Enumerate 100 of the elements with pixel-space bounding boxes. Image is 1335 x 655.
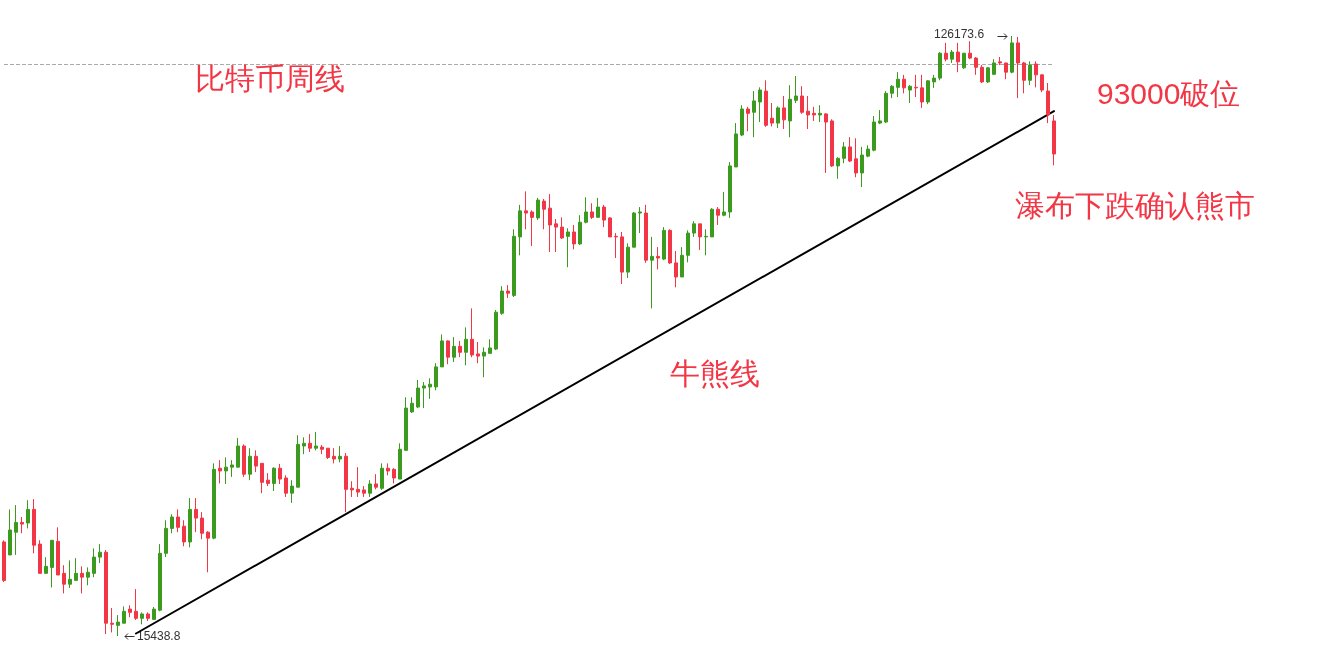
candlestick <box>986 66 990 84</box>
candlestick <box>422 381 426 409</box>
candlestick <box>14 504 18 556</box>
candlestick <box>932 74 936 89</box>
candlestick <box>1040 73 1044 93</box>
candlestick <box>998 56 1002 66</box>
candlestick <box>530 209 534 247</box>
candlestick <box>128 604 132 618</box>
candlestick <box>164 519 168 558</box>
candlestick <box>674 250 678 288</box>
candlestick <box>788 84 792 138</box>
candlestick <box>608 216 612 238</box>
candlestick <box>542 198 546 230</box>
candlestick <box>302 436 306 455</box>
candlestick <box>98 543 102 564</box>
candlestick <box>50 539 54 588</box>
candlestick <box>332 447 336 464</box>
candlestick <box>212 462 216 540</box>
annotation: 126173.6 <box>934 27 985 41</box>
candlestick <box>524 190 528 230</box>
candlestick <box>518 204 522 256</box>
candlestick <box>2 539 6 583</box>
candlestick <box>80 565 84 594</box>
candlestick <box>62 564 66 594</box>
candlestick <box>668 228 672 265</box>
candlestick <box>176 508 180 533</box>
candlestick <box>836 156 840 180</box>
candlestick <box>230 459 234 478</box>
candlestick <box>692 220 696 238</box>
candlestick <box>110 607 114 633</box>
candlestick <box>1046 82 1050 124</box>
candlestick <box>992 58 996 76</box>
candlestick <box>722 191 726 217</box>
candlestick <box>158 543 162 612</box>
candlestick <box>182 519 186 547</box>
candlestick <box>914 74 918 98</box>
candlestick <box>632 211 636 248</box>
candlestick <box>944 42 948 62</box>
candlestick <box>362 485 366 498</box>
candlestick <box>104 549 108 635</box>
candlestick <box>380 462 384 491</box>
candlestick <box>44 556 48 574</box>
candlestick <box>92 547 96 578</box>
candlestick <box>494 309 498 351</box>
candlestick <box>878 109 882 125</box>
candlestick <box>860 146 864 188</box>
candlestick <box>566 227 570 268</box>
candlestick <box>902 74 906 94</box>
candlestick <box>650 236 654 309</box>
candlestick <box>374 473 378 490</box>
candlestick <box>26 499 30 529</box>
candlestick <box>296 434 300 488</box>
annotation: 牛熊线 <box>670 356 760 390</box>
candlestick <box>200 511 204 540</box>
candlestick <box>458 340 462 358</box>
candlestick <box>806 95 810 130</box>
candlestick <box>476 341 480 364</box>
text: 93000破位 <box>1097 76 1241 110</box>
candlestick <box>584 196 588 224</box>
candlestick <box>482 346 486 378</box>
candlestick <box>686 229 690 263</box>
candlestick <box>596 197 600 218</box>
candlestick <box>56 526 60 576</box>
candlestick <box>710 207 714 238</box>
candlestick <box>236 437 240 468</box>
candlestick <box>734 122 738 168</box>
candlestick <box>254 449 258 473</box>
candlestick <box>248 447 252 481</box>
candlestick <box>452 336 456 363</box>
candlestick <box>32 498 36 554</box>
candlestick <box>404 396 408 451</box>
candlestick <box>560 216 564 240</box>
candlestick <box>842 141 846 164</box>
candlestick <box>392 467 396 484</box>
candlestick <box>140 611 144 625</box>
candlestick <box>170 513 174 534</box>
candlestick <box>974 56 978 76</box>
candlestick <box>68 559 72 589</box>
candlestick <box>338 445 342 463</box>
candlestick <box>464 326 468 366</box>
candlestick <box>38 539 42 574</box>
candlestick <box>446 339 450 365</box>
candlestick <box>554 218 558 253</box>
candlestick <box>1034 60 1038 88</box>
candlestick <box>776 105 780 129</box>
candlestick <box>500 285 504 316</box>
candlestick <box>800 85 804 115</box>
candlestick <box>410 396 414 414</box>
candlestick <box>278 463 282 485</box>
candlestick <box>926 79 930 105</box>
candlestick <box>428 377 432 400</box>
candlestick <box>350 480 354 498</box>
annotation: 15438.8 <box>137 629 181 643</box>
candlestick <box>1022 61 1026 94</box>
candlestick <box>20 516 24 534</box>
candlestick <box>146 611 150 622</box>
candlestick <box>206 530 210 573</box>
candlestick <box>764 79 768 128</box>
candlestick <box>122 605 126 624</box>
candlestick <box>272 466 276 492</box>
